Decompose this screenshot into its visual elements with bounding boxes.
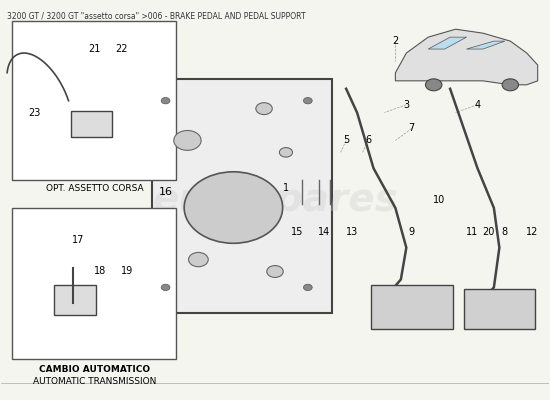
Text: 18: 18 — [94, 266, 106, 276]
Text: 3200 GT / 3200 GT "assetto corsa" >006 - BRAKE PEDAL AND PEDAL SUPPORT: 3200 GT / 3200 GT "assetto corsa" >006 -… — [7, 11, 305, 20]
Circle shape — [184, 172, 283, 243]
Text: 1: 1 — [283, 183, 289, 193]
FancyBboxPatch shape — [464, 289, 535, 329]
Text: 6: 6 — [365, 136, 371, 146]
Text: 13: 13 — [345, 227, 358, 237]
Text: 15: 15 — [291, 227, 303, 237]
Circle shape — [256, 103, 272, 114]
Text: 11: 11 — [466, 227, 478, 237]
Text: AUTOMATIC TRANSMISSION: AUTOMATIC TRANSMISSION — [33, 377, 156, 386]
Text: 5: 5 — [343, 136, 349, 146]
FancyBboxPatch shape — [371, 286, 453, 329]
Circle shape — [279, 148, 293, 157]
Circle shape — [267, 266, 283, 278]
Text: 12: 12 — [526, 227, 538, 237]
FancyBboxPatch shape — [54, 285, 96, 315]
Text: 4: 4 — [475, 100, 481, 110]
FancyBboxPatch shape — [12, 208, 177, 359]
Text: 23: 23 — [28, 108, 40, 118]
FancyBboxPatch shape — [152, 79, 332, 313]
Text: 20: 20 — [482, 227, 494, 237]
Text: CAMBIO AUTOMATICO: CAMBIO AUTOMATICO — [39, 365, 150, 374]
Text: 22: 22 — [116, 44, 128, 54]
Circle shape — [502, 79, 519, 91]
Text: 21: 21 — [88, 44, 101, 54]
Text: 19: 19 — [121, 266, 133, 276]
Circle shape — [426, 79, 442, 91]
FancyBboxPatch shape — [71, 111, 112, 137]
Text: 7: 7 — [409, 124, 415, 134]
Text: 2: 2 — [392, 36, 399, 46]
Text: 9: 9 — [409, 227, 415, 237]
Text: 16: 16 — [158, 187, 173, 197]
Text: 8: 8 — [502, 227, 508, 237]
Circle shape — [189, 252, 208, 267]
Circle shape — [174, 130, 201, 150]
Text: 3: 3 — [403, 100, 409, 110]
Circle shape — [304, 98, 312, 104]
Text: 14: 14 — [318, 227, 331, 237]
Polygon shape — [428, 37, 466, 49]
Circle shape — [304, 284, 312, 290]
Text: 17: 17 — [72, 235, 84, 245]
FancyBboxPatch shape — [12, 21, 177, 180]
Polygon shape — [395, 29, 538, 85]
Text: OPT. ASSETTO CORSA: OPT. ASSETTO CORSA — [46, 184, 143, 193]
Text: 10: 10 — [433, 195, 446, 205]
Circle shape — [161, 98, 170, 104]
Polygon shape — [466, 41, 505, 49]
Text: eurospares: eurospares — [152, 181, 398, 219]
Circle shape — [161, 284, 170, 290]
